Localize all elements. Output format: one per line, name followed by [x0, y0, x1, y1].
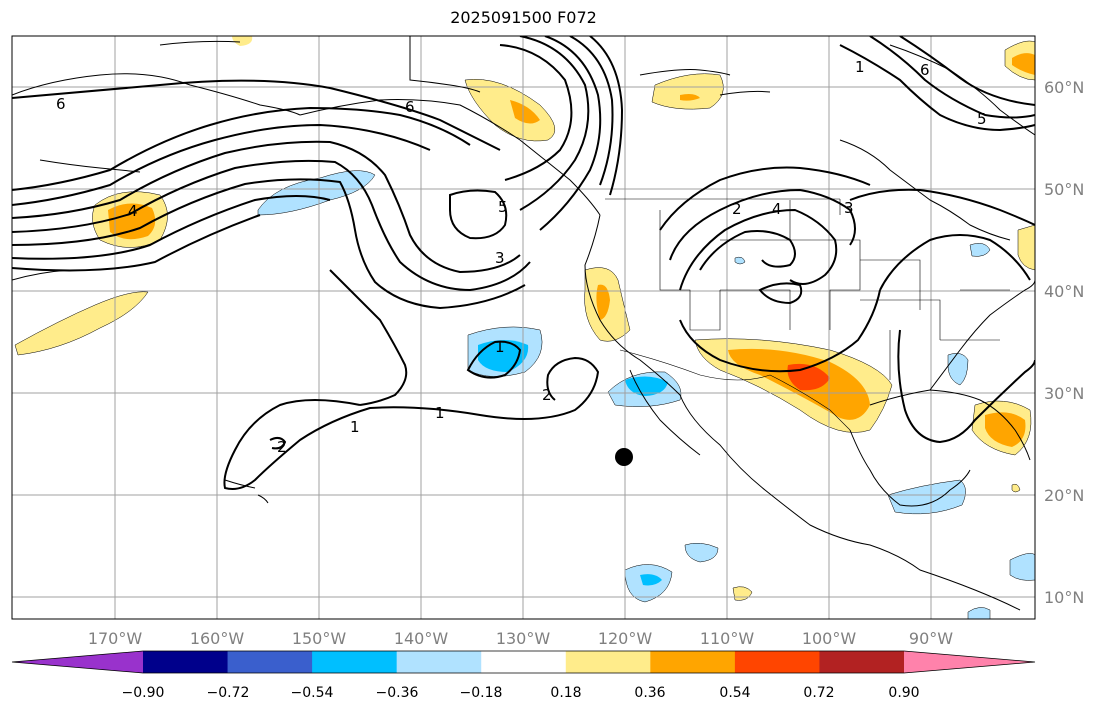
- contour-label: 2: [732, 200, 742, 218]
- contour-label: 1: [435, 404, 445, 422]
- contour-label: 6: [56, 95, 66, 113]
- contour-label: 2: [277, 438, 287, 456]
- lat-tick-label: 40°N: [1044, 282, 1084, 301]
- colorbar-labels: −0.90 −0.72 −0.54 −0.36 −0.18 0.18 0.36 …: [122, 685, 920, 701]
- contour-label: 4: [772, 200, 782, 218]
- gridlines: [12, 36, 1035, 619]
- lon-tick-label: 150°W: [292, 629, 347, 648]
- colorbar-segment: [481, 651, 567, 673]
- colorbar-segment: [396, 651, 482, 673]
- lon-tick-label: 90°W: [909, 629, 953, 648]
- lat-tick-label: 10°N: [1044, 588, 1084, 607]
- lat-tick-label: 60°N: [1044, 78, 1084, 97]
- map-frame: [11, 35, 1036, 620]
- lon-tick-label: 160°W: [190, 629, 245, 648]
- shaded-anomalies: [14, 36, 1035, 619]
- lon-tick-label: 120°W: [598, 629, 653, 648]
- map-area: 6 6 4 5 3 1 1 2 2 1 2 3 4 1 6 5: [12, 36, 1035, 619]
- political-borders: [605, 198, 1010, 431]
- colorbar-segment: [565, 651, 651, 673]
- colorbar-segment: [227, 651, 313, 673]
- colorbar-segment: [650, 651, 736, 673]
- contour-label: 3: [495, 249, 505, 267]
- contour-label: 6: [920, 61, 930, 79]
- lat-tick-label: 50°N: [1044, 180, 1084, 199]
- colorbar-tick-label: −0.90: [122, 685, 165, 701]
- contour-label: 1: [495, 338, 505, 356]
- colorbar-segment: [734, 651, 820, 673]
- map-title: 2025091500 F072: [450, 8, 597, 27]
- colorbar-tick-label: 0.54: [719, 685, 750, 701]
- latitude-axis: 60°N 50°N 40°N 30°N 20°N 10°N: [1044, 78, 1084, 607]
- longitude-axis: 170°W 160°W 150°W 140°W 130°W 120°W 110°…: [88, 629, 953, 648]
- lon-tick-label: 130°W: [496, 629, 551, 648]
- colorbar-segment: [312, 651, 398, 673]
- lat-tick-label: 30°N: [1044, 384, 1084, 403]
- height-contours: [12, 36, 1035, 490]
- colorbar-tick-label: −0.72: [207, 685, 250, 701]
- contour-label: 4: [128, 202, 138, 220]
- colorbar-tick-label: −0.54: [291, 685, 334, 701]
- location-marker: [615, 448, 633, 466]
- colorbar: [11, 650, 1036, 674]
- contour-labels: 6 6 4 5 3 1 1 2 2 1 2 3 4 1 6 5: [56, 58, 987, 456]
- contour-label: 6: [405, 98, 415, 116]
- colorbar-segment: [819, 651, 905, 673]
- colorbar-extend-min: [12, 651, 143, 673]
- contour-label: 2: [542, 386, 552, 404]
- colorbar-tick-label: −0.36: [376, 685, 419, 701]
- contour-label: 5: [498, 198, 508, 216]
- colorbar-tick-label: −0.18: [460, 685, 503, 701]
- contour-label: 1: [350, 418, 360, 436]
- colorbar-tick-label: 0.36: [634, 685, 665, 701]
- colorbar-extend-max: [904, 651, 1035, 673]
- colorbar-segment: [143, 651, 229, 673]
- colorbar-tick-label: 0.72: [803, 685, 834, 701]
- lon-tick-label: 110°W: [700, 629, 755, 648]
- lon-tick-label: 170°W: [88, 629, 143, 648]
- contour-label: 1: [855, 58, 865, 76]
- colorbar-outline: [11, 650, 1036, 674]
- contour-label: 5: [977, 110, 987, 128]
- colorbar-tick-label: 0.18: [550, 685, 581, 701]
- lon-tick-label: 140°W: [394, 629, 449, 648]
- contour-label: 3: [844, 199, 854, 217]
- lon-tick-label: 100°W: [802, 629, 857, 648]
- colorbar-tick-label: 0.90: [888, 685, 919, 701]
- coastlines: [12, 36, 1035, 611]
- lat-tick-label: 20°N: [1044, 486, 1084, 505]
